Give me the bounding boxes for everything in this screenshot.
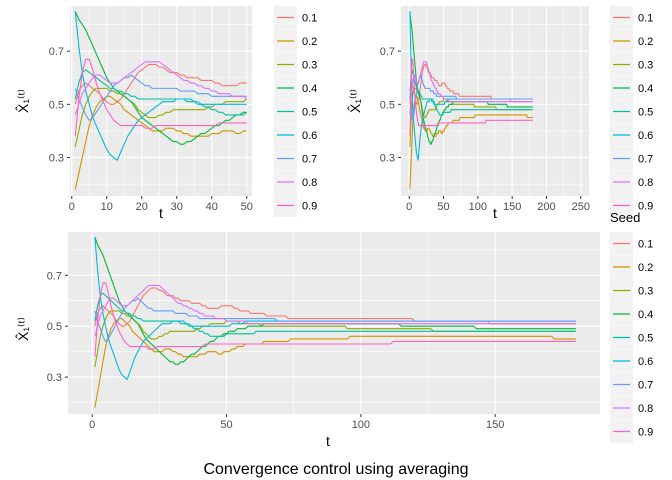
legend: 0.1 0.2 0.3 0.4 0.5 0.6 0.7 0.8 0.9 (610, 6, 653, 217)
y-axis-title: X̂₁⁽ᵗ⁾ (15, 89, 31, 113)
series-line-0.9 (409, 58, 533, 137)
legend-title: Seed (610, 210, 640, 225)
x-axis-title: t (326, 433, 330, 449)
legend-label-0.5: 0.5 (638, 107, 653, 119)
x-tick-label: 150 (486, 419, 504, 431)
x-tick-label: 150 (503, 201, 521, 213)
legend-label-0.8: 0.8 (638, 403, 653, 415)
plot-background (70, 6, 252, 196)
x-tick-label: 200 (537, 201, 555, 213)
x-tick-label: 250 (572, 201, 590, 213)
series-line-0.8 (74, 61, 248, 116)
legend-label-0.6: 0.6 (638, 356, 653, 368)
x-axis-title: t (159, 205, 163, 221)
series-line-0.9 (94, 282, 576, 357)
legend-label-0.6: 0.6 (638, 130, 653, 142)
legend-label-0.1: 0.1 (638, 239, 653, 251)
y-tick-label: 0.7 (49, 46, 64, 58)
legend-label-0.3: 0.3 (638, 60, 653, 72)
legend-label-0.7: 0.7 (638, 154, 653, 166)
series-group (74, 11, 248, 190)
x-tick-label: 50 (241, 201, 253, 213)
series-line-0.1 (74, 63, 247, 105)
legend: 0.1 0.2 0.3 0.4 0.5 0.6 0.7 0.8 0.9 (274, 6, 317, 217)
legend-label-0.9: 0.9 (638, 427, 653, 439)
x-tick-label: 0 (89, 419, 95, 431)
series-line-0.8 (409, 61, 533, 115)
series-line-0.7 (94, 297, 576, 342)
x-tick-label: 30 (171, 201, 183, 213)
series-line-0.2 (409, 95, 533, 190)
x-tick-label: 50 (437, 201, 449, 213)
legend-label-0.4: 0.4 (302, 83, 317, 95)
y-tick-label: 0.3 (380, 152, 395, 164)
panel-top-right: 0 50 100 150 200 250 0.3 0.5 0.7 t X̂₁⁽ᵗ⁾ 0.1 0.2 0.3… (347, 6, 653, 221)
y-tick-label: 0.3 (49, 152, 64, 164)
y-tick-label: 0.5 (47, 321, 62, 333)
panel-top-left: 0 10 20 30 40 500.30.50.7tX̂₁⁽ᵗ⁾0.10.20.30.40… (15, 6, 317, 221)
legend-label-0.7: 0.7 (638, 380, 653, 392)
legend-label-0.8: 0.8 (638, 177, 653, 189)
x-tick-label: 100 (469, 201, 487, 213)
series-line-0.2 (94, 318, 576, 408)
y-tick-label: 0.7 (380, 46, 395, 58)
x-tick-label: 40 (206, 201, 218, 213)
legend-label-0.2: 0.2 (638, 36, 653, 48)
figure-caption: Convergence control using averaging (203, 461, 468, 478)
legend-label-0.1: 0.1 (638, 13, 653, 25)
legend-label-0.4: 0.4 (638, 83, 653, 95)
x-tick-label: 100 (352, 419, 370, 431)
series-group (94, 236, 576, 408)
series-line-0.4 (74, 11, 247, 145)
legend-label-0.4: 0.4 (638, 309, 653, 321)
legend-label-0.2: 0.2 (638, 262, 653, 274)
legend-label-0.1: 0.1 (302, 13, 317, 25)
legend-label-0.5: 0.5 (638, 333, 653, 345)
y-tick-label: 0.3 (47, 372, 62, 384)
legend-label-0.7: 0.7 (302, 154, 317, 166)
y-tick-label: 0.5 (49, 99, 64, 111)
x-tick-label: 20 (136, 201, 148, 213)
y-tick-label: 0.5 (380, 99, 395, 111)
series-group (409, 11, 533, 190)
legend-label-0.8: 0.8 (302, 177, 317, 189)
legend-label-0.9: 0.9 (638, 201, 653, 213)
legend-label-0.9: 0.9 (302, 201, 317, 213)
legend-label-0.3: 0.3 (638, 286, 653, 298)
legend-label-0.3: 0.3 (302, 60, 317, 72)
series-line-0.7 (74, 74, 247, 121)
series-line-0.5 (74, 69, 248, 116)
series-line-0.6 (74, 11, 247, 161)
x-axis-title: t (493, 205, 497, 221)
legend-label-0.5: 0.5 (302, 107, 317, 119)
series-line-0.9 (74, 58, 247, 137)
x-tick-label: 0 (69, 201, 75, 213)
panel-bottom: 0 50 100 150 0.3 0.5 0.7 t X̂₁⁽ᵗ⁾ Seed 0.1 0.2 0.3 0.… (15, 210, 654, 449)
series-line-0.8 (94, 284, 576, 337)
y-axis-title: X̂₁⁽ᵗ⁾ (15, 317, 31, 341)
series-line-0.7 (409, 74, 533, 121)
x-tick-label: 10 (101, 201, 113, 213)
y-tick-label: 0.7 (47, 270, 62, 282)
legend-label-0.2: 0.2 (302, 36, 317, 48)
legend-label-0.6: 0.6 (302, 130, 317, 142)
x-tick-label: 50 (220, 419, 232, 431)
legend: Seed 0.1 0.2 0.3 0.4 0.5 0.6 0.7 0.8 0.9 (610, 210, 653, 443)
plot-background (68, 232, 600, 414)
x-tick-label: 0 (406, 201, 412, 213)
y-axis-title: X̂₁⁽ᵗ⁾ (347, 89, 363, 113)
series-line-0.2 (74, 95, 247, 190)
